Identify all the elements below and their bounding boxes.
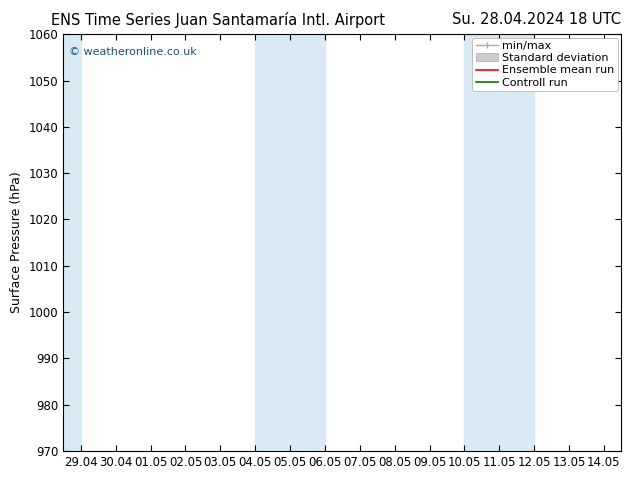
- Y-axis label: Surface Pressure (hPa): Surface Pressure (hPa): [10, 172, 23, 314]
- Text: Su. 28.04.2024 18 UTC: Su. 28.04.2024 18 UTC: [452, 12, 621, 27]
- Bar: [63, 34, 81, 451]
- Bar: [464, 34, 534, 451]
- Text: © weatheronline.co.uk: © weatheronline.co.uk: [69, 47, 197, 57]
- Bar: [255, 34, 325, 451]
- Legend: min/max, Standard deviation, Ensemble mean run, Controll run: min/max, Standard deviation, Ensemble me…: [472, 38, 618, 91]
- Text: ENS Time Series Juan Santamaría Intl. Airport: ENS Time Series Juan Santamaría Intl. Ai…: [51, 12, 385, 28]
